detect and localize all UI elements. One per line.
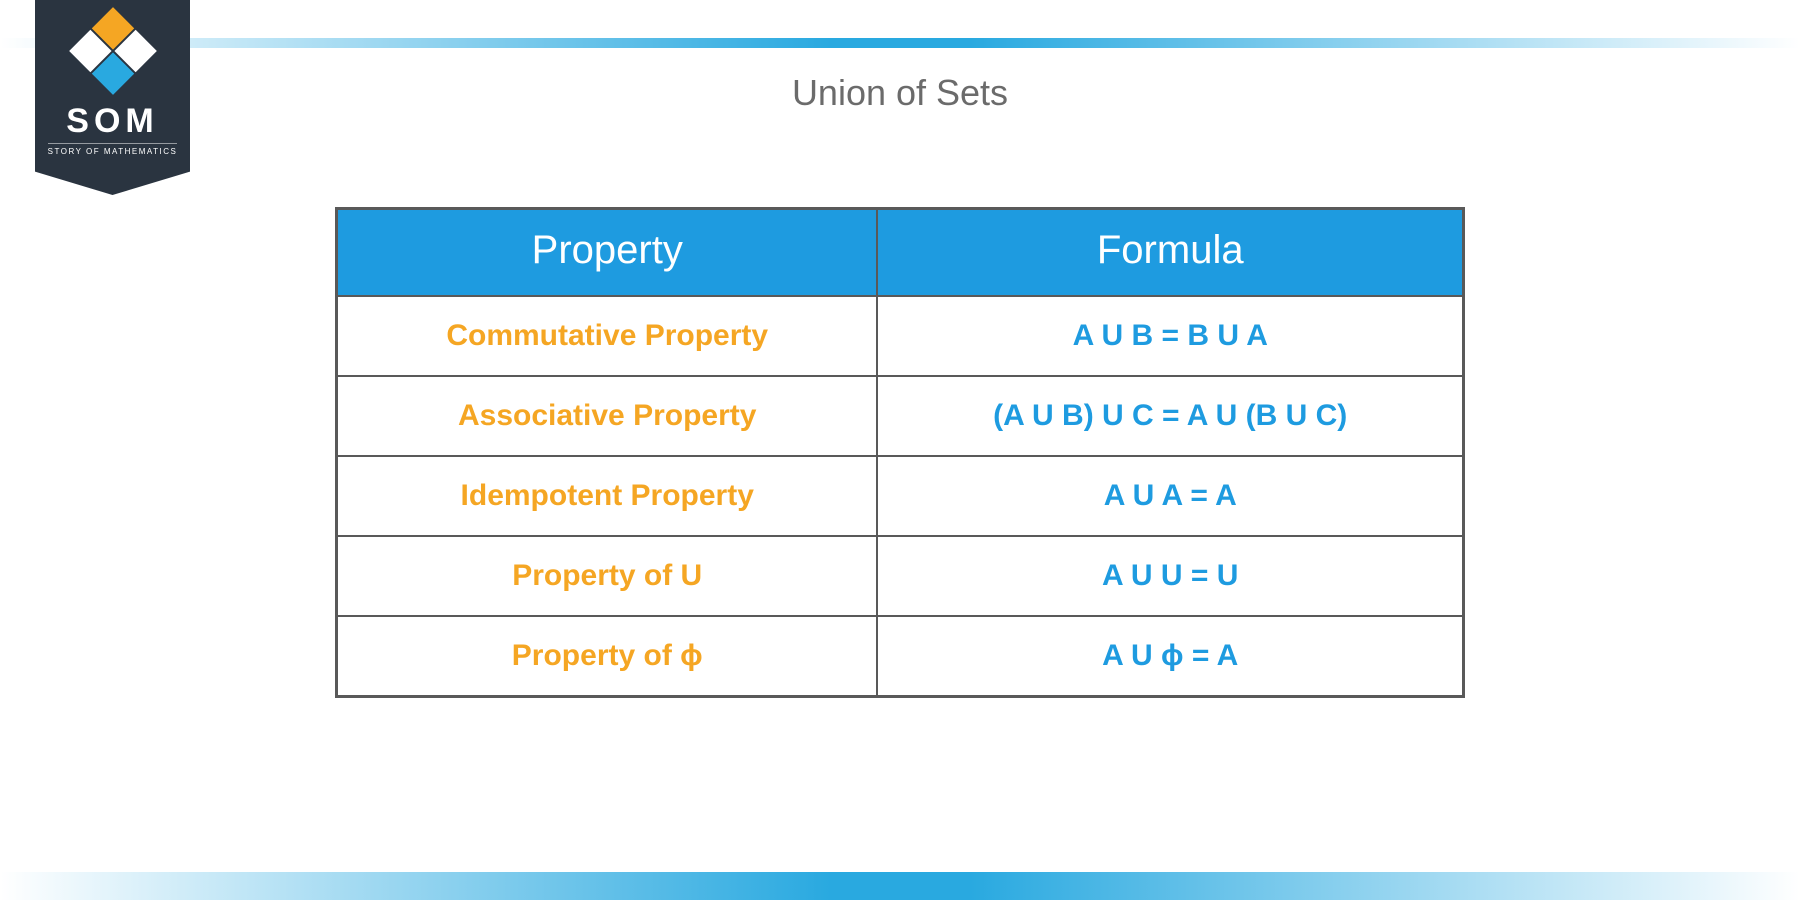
formula-cell: A U A = A: [877, 456, 1463, 536]
properties-table: Property Formula Commutative Property A …: [335, 207, 1465, 698]
property-cell: Property of ɸ: [337, 616, 878, 697]
table-header-formula: Formula: [877, 209, 1463, 297]
top-accent-bar: [0, 38, 1800, 48]
bottom-accent-bar: [0, 872, 1800, 900]
property-cell: Idempotent Property: [337, 456, 878, 536]
formula-cell: A U U = U: [877, 536, 1463, 616]
property-cell: Associative Property: [337, 376, 878, 456]
formula-cell: (A U B) U C = A U (B U C): [877, 376, 1463, 456]
property-cell: Commutative Property: [337, 296, 878, 376]
table-row: Property of ɸ A U ɸ = A: [337, 616, 1464, 697]
table-row: Idempotent Property A U A = A: [337, 456, 1464, 536]
property-cell: Property of U: [337, 536, 878, 616]
page-title: Union of Sets: [0, 72, 1800, 114]
table-row: Property of U A U U = U: [337, 536, 1464, 616]
formula-cell: A U ɸ = A: [877, 616, 1463, 697]
logo-tagline: STORY OF MATHEMATICS: [48, 143, 178, 156]
formula-cell: A U B = B U A: [877, 296, 1463, 376]
table-row: Commutative Property A U B = B U A: [337, 296, 1464, 376]
table-header-property: Property: [337, 209, 878, 297]
table-row: Associative Property (A U B) U C = A U (…: [337, 376, 1464, 456]
